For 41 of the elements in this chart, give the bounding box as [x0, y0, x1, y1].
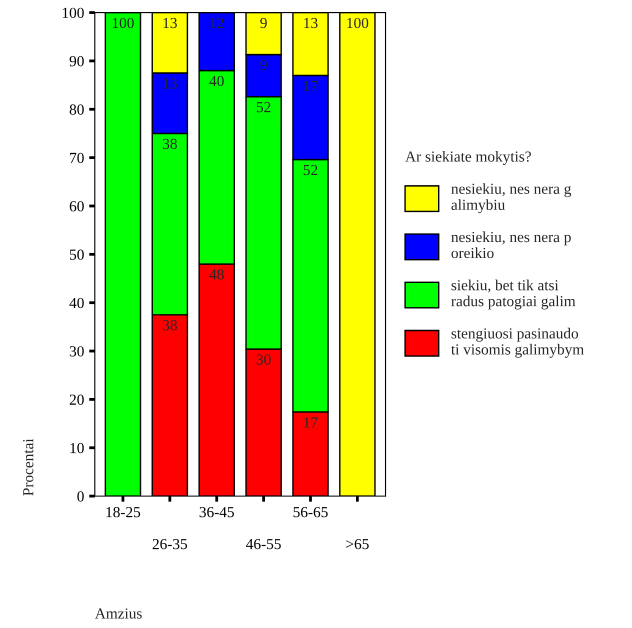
y-tick-label: 50	[70, 249, 84, 260]
data-label: 40	[209, 76, 224, 86]
legend-label: siekiu, bet tik atsi radus patogiai galim	[451, 280, 576, 310]
data-label: 48	[209, 269, 224, 280]
y-tick-label: 10	[70, 442, 84, 454]
y-tick-label: 40	[69, 298, 84, 308]
data-label: 13	[164, 18, 177, 28]
data-label: 52	[304, 164, 318, 176]
data-label: 9	[260, 18, 267, 28]
data-label: 38	[162, 320, 177, 330]
data-label: 30	[256, 354, 271, 365]
data-label: 100	[112, 18, 134, 28]
data-label: 13	[164, 78, 177, 89]
data-label: 12	[210, 18, 224, 28]
data-label: 52	[256, 102, 270, 112]
data-label: 9	[260, 60, 267, 70]
data-label: 13	[304, 18, 318, 28]
y-tick-label: 20	[70, 394, 84, 405]
y-tick-label: 30	[70, 346, 84, 357]
legend-title: Ar siekiate mokytis?	[405, 150, 531, 165]
x-tick-label: 18-25	[106, 506, 140, 518]
x-tick-label: 56-65	[294, 507, 328, 518]
x-tick-label: 46-55	[246, 538, 281, 550]
data-label: 100	[347, 18, 368, 28]
y-tick-label: 90	[70, 56, 84, 66]
y-tick-label: 80	[70, 104, 84, 115]
x-tick-label: >65	[346, 538, 369, 550]
legend-label: nesiekiu, nes nera g alimybiu	[451, 183, 572, 214]
y-tick-label: 70	[70, 152, 84, 164]
x-axis-title: Amzius	[94, 608, 142, 619]
y-tick-label: 100	[62, 8, 84, 18]
x-tick-label: 26-35	[152, 538, 188, 550]
legend-label: stengiuosi pasinaudo ti visomis galimybym	[451, 328, 584, 358]
data-label: 17	[304, 417, 318, 428]
data-label: 38	[162, 138, 177, 150]
legend-label: nesiekiu, nes nera p oreikio	[451, 231, 571, 258]
y-tick-label: 60	[70, 201, 84, 212]
data-label: 17	[304, 80, 318, 91]
x-tick-label: 36-45	[200, 507, 234, 518]
y-tick-label: 0	[77, 491, 84, 502]
y-axis-title: Procentai	[23, 438, 34, 496]
